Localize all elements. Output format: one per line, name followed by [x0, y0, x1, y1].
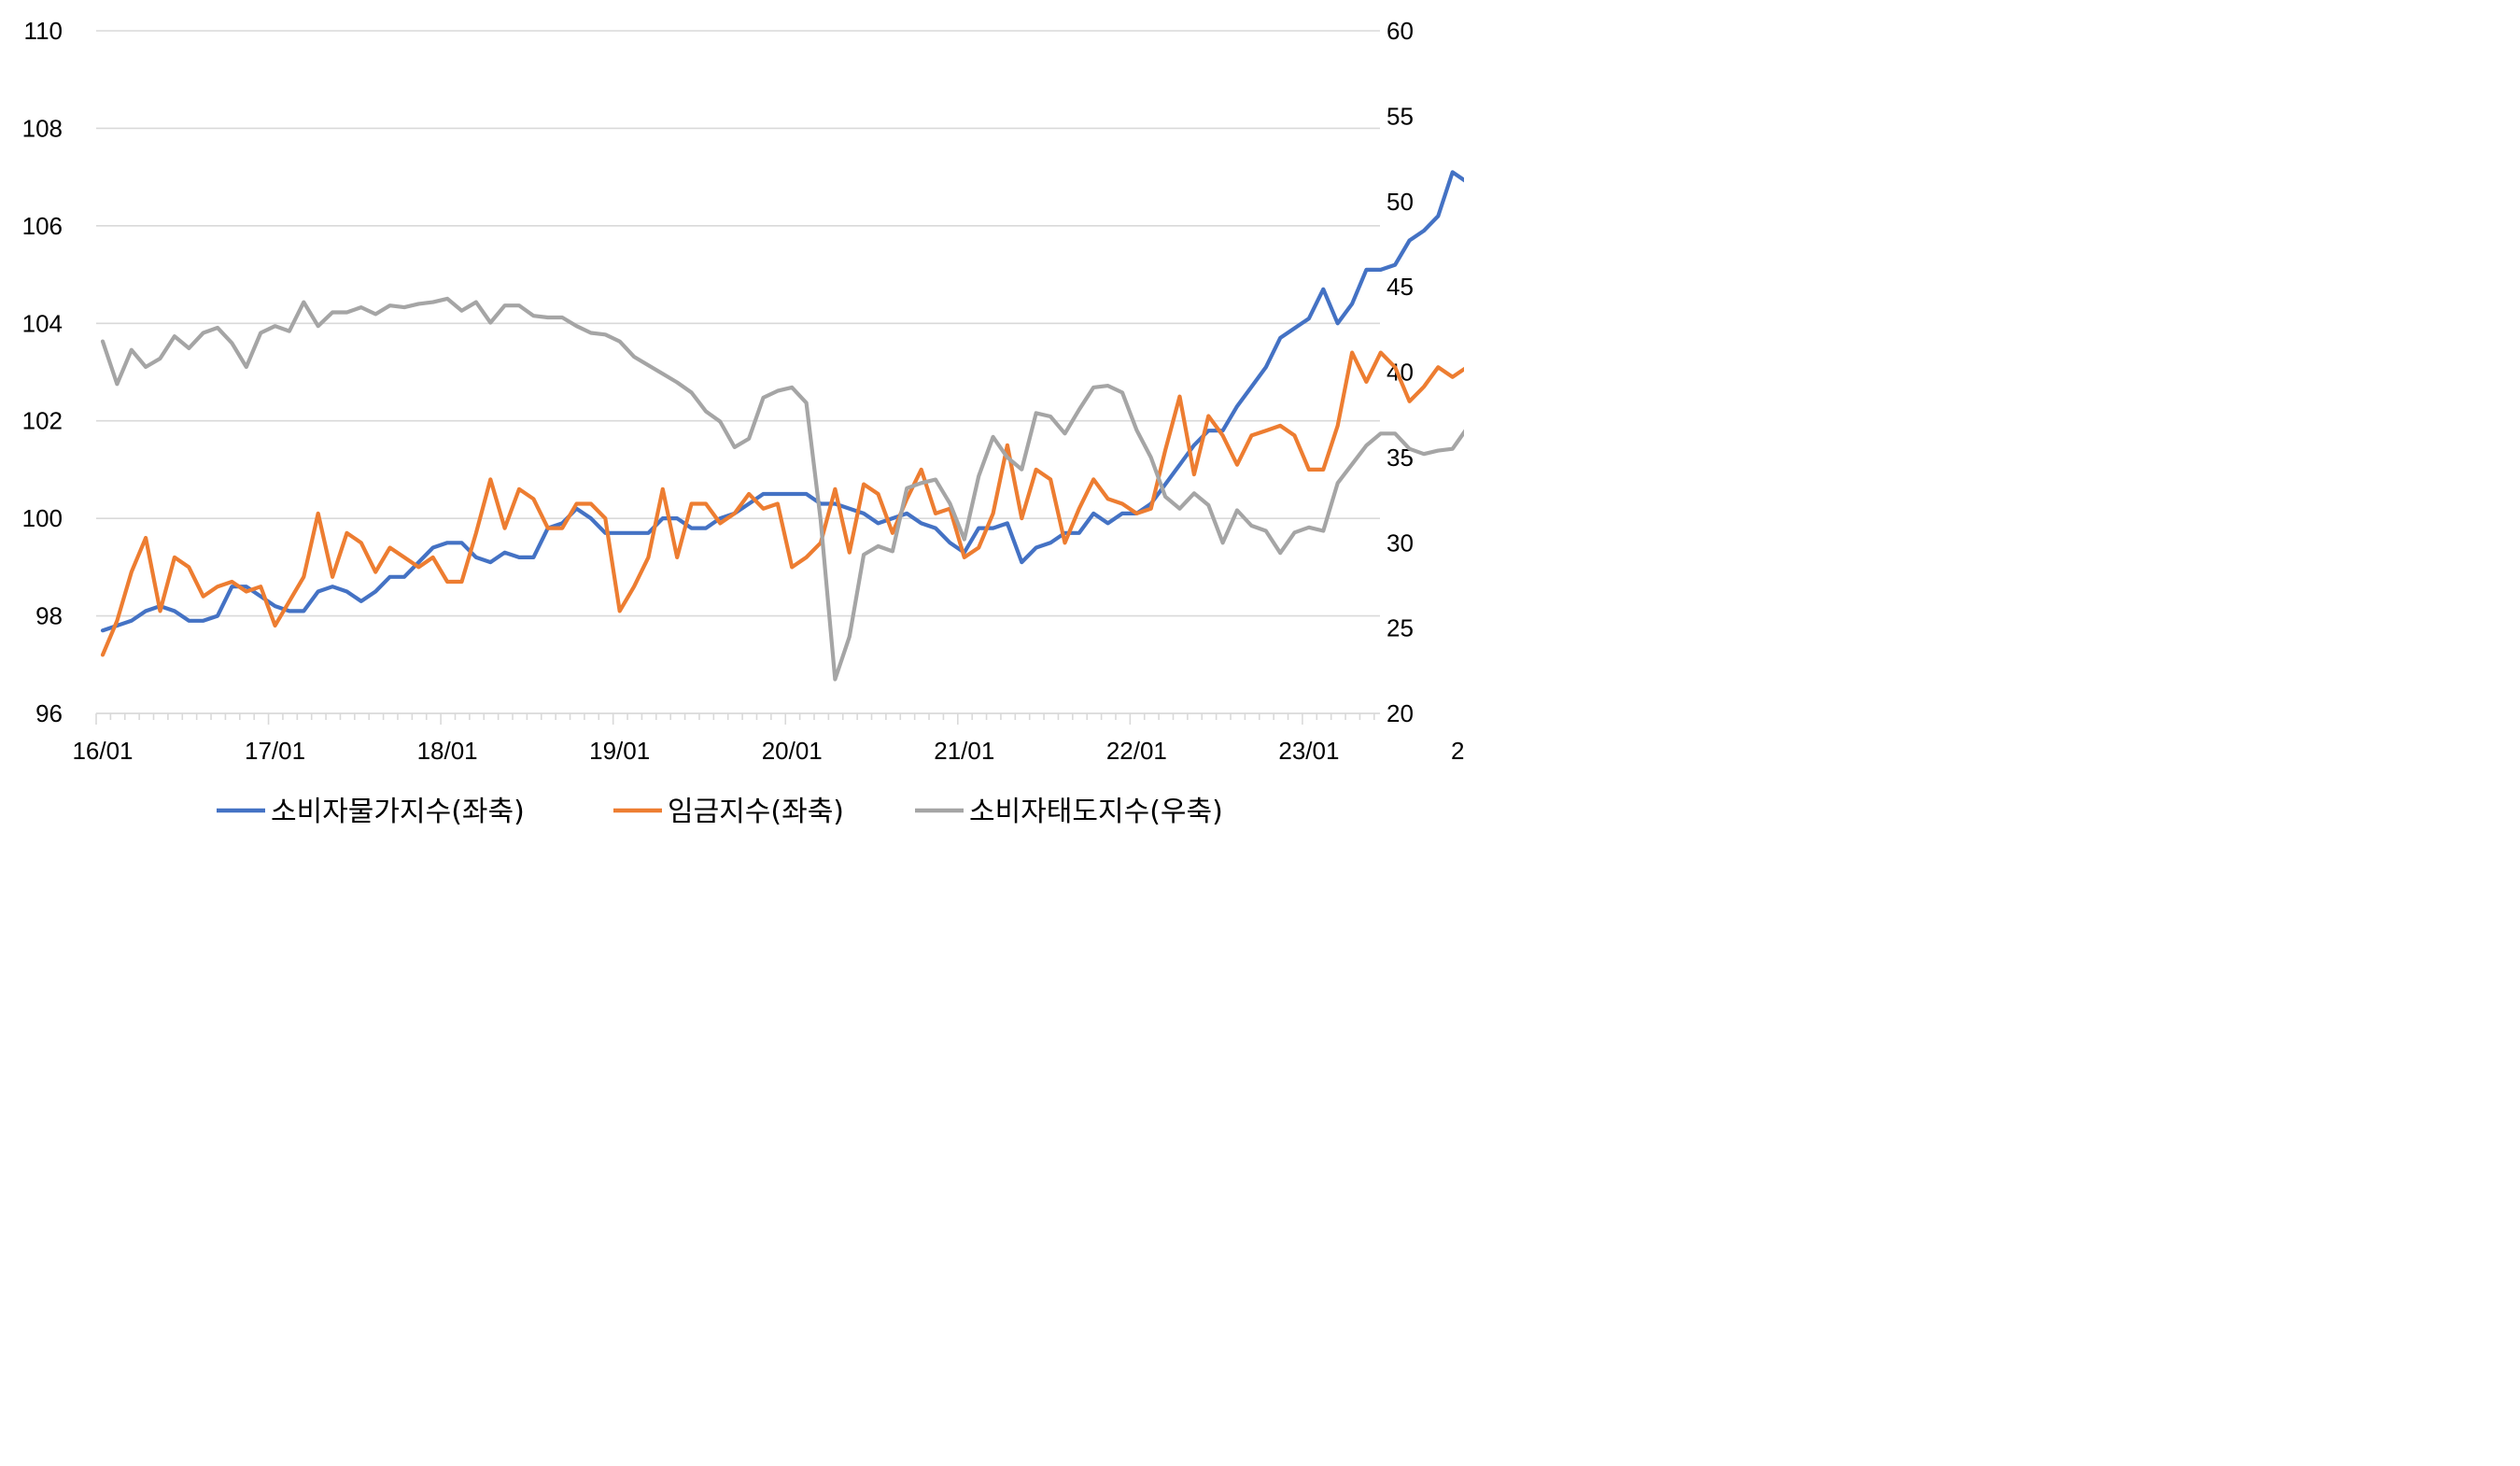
y-right-tick-label: 25 [1387, 614, 1414, 642]
consumer-sentiment-line [100, 296, 1464, 682]
y-left-tick-label: 98 [35, 602, 63, 630]
x-axis: 16/01 17/01 18/01 19/01 20/01 21/01 22/01 23/01… [72, 712, 1464, 765]
y-left-tick-label: 104 [22, 309, 63, 337]
cpi-line [100, 170, 1464, 633]
x-tick-label: 24/01 [1451, 737, 1464, 765]
y-left-tick-label: 106 [22, 212, 63, 240]
y-right-tick-label: 20 [1387, 699, 1414, 727]
y-right-tick-label: 60 [1387, 17, 1414, 45]
x-tick-label: 20/01 [762, 737, 823, 765]
legend: 소비자물가지수(좌축) 임금지수(좌축) 소비자태도지수(우축) [217, 796, 1223, 828]
x-tick-label: 22/01 [1106, 737, 1167, 765]
y-left-tick-label: 100 [22, 504, 63, 532]
legend-label: 소비자물가지수(좌축) [271, 796, 525, 828]
x-tick-label: 18/01 [417, 737, 478, 765]
x-tick-label: 19/01 [589, 737, 650, 765]
wage-index-line [100, 350, 1464, 657]
legend-label: 임금지수(좌축) [668, 796, 844, 828]
y-left-tick-label: 96 [35, 699, 63, 727]
y-left-tick-label: 110 [24, 17, 63, 45]
legend-label: 소비자태도지수(우축) [969, 796, 1223, 828]
y-right-tick-label: 50 [1387, 188, 1414, 216]
y-right-tick-label: 55 [1387, 102, 1414, 130]
y-left-tick-label: 108 [22, 114, 63, 142]
left-y-axis: 96 98 100 102 104 106 108 110 [22, 17, 63, 727]
x-tick-label: 23/01 [1278, 737, 1339, 765]
chart-background [0, 0, 1464, 852]
line-chart: 16/01 17/01 18/01 19/01 20/01 21/01 22/01 23/01… [0, 0, 1464, 852]
x-tick-label: 16/01 [72, 737, 133, 765]
x-tick-label: 17/01 [245, 737, 305, 765]
y-right-tick-label: 45 [1387, 273, 1414, 301]
series-lines [100, 170, 1464, 682]
y-left-tick-label: 102 [22, 407, 63, 435]
x-tick-label: 21/01 [934, 737, 994, 765]
y-right-tick-label: 30 [1387, 529, 1414, 557]
